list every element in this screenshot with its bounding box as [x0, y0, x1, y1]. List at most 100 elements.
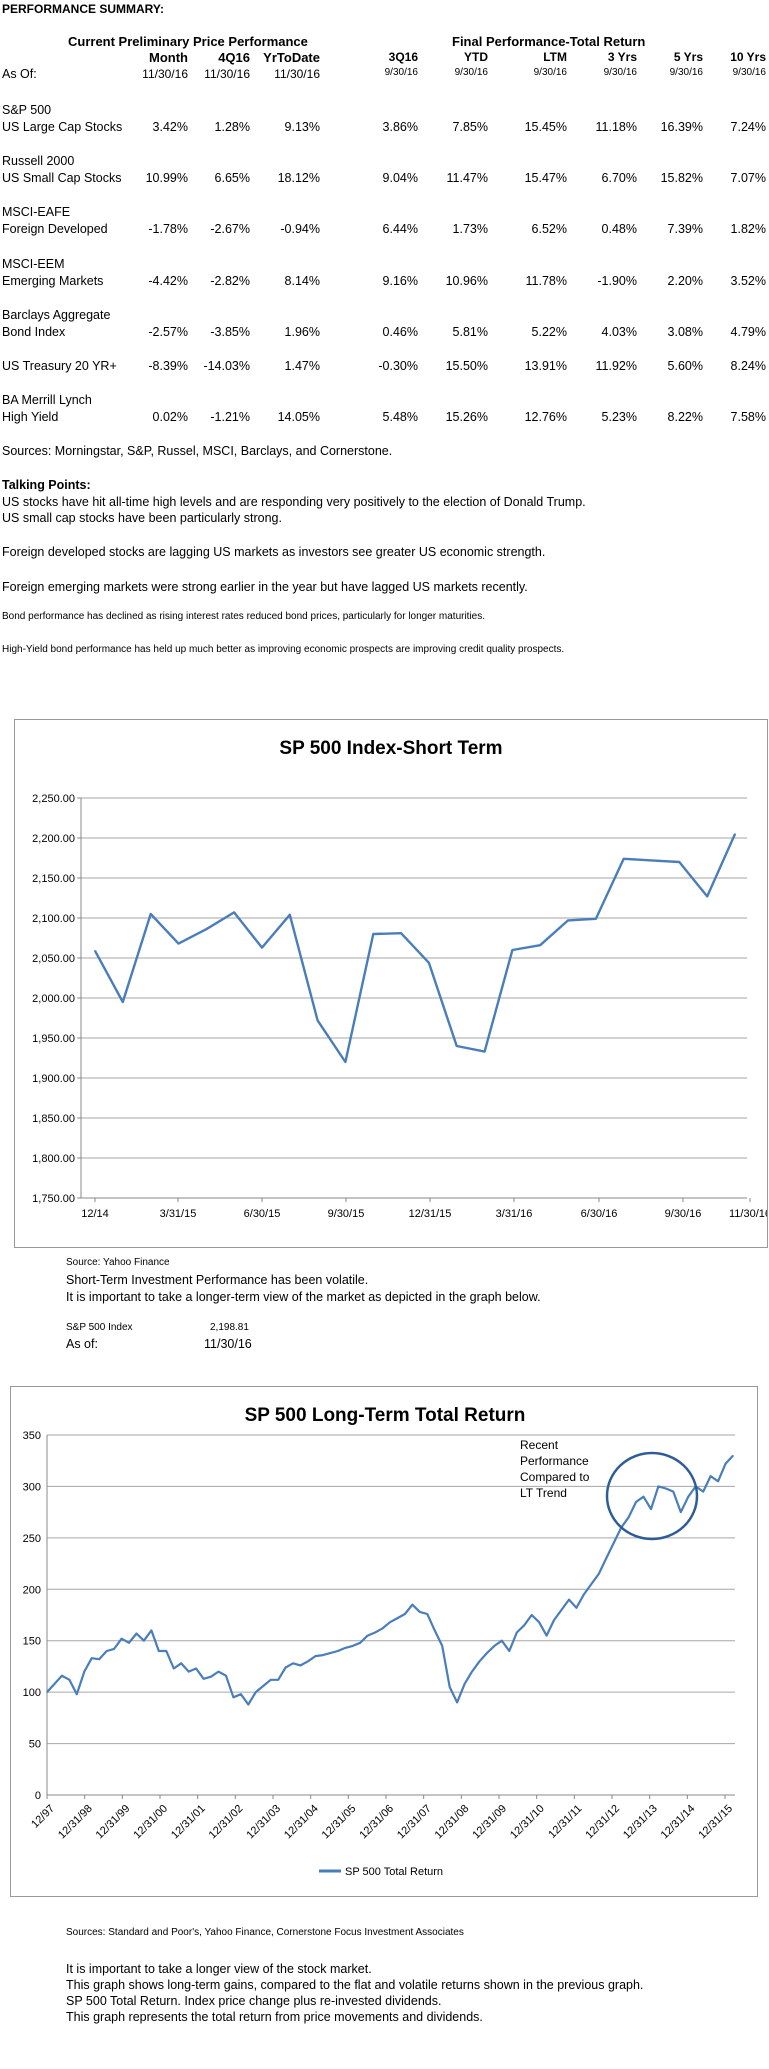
chart1-source: Source: Yahoo Finance: [66, 1257, 170, 1268]
x-tick-label: 12/31/08: [433, 1803, 472, 1842]
data-point: [463, 1683, 466, 1685]
data-point: [61, 1675, 63, 1677]
table-cell: 11.18%: [595, 120, 637, 134]
chart2-sources: Sources: Standard and Poor's, Yahoo Fina…: [66, 1927, 464, 1938]
table-cell: 5.60%: [667, 359, 703, 373]
table-cell: 2.20%: [667, 274, 703, 288]
annotation-text: LT Trend: [520, 1486, 567, 1500]
y-tick-label: 350: [23, 1430, 41, 1442]
row-asset-class: US Small Cap Stocks: [2, 171, 122, 185]
x-tick-label: 12/31/04: [282, 1803, 321, 1842]
data-point: [255, 1691, 257, 1693]
column-header: Month: [149, 50, 188, 65]
data-point: [471, 1670, 473, 1673]
row-asset-class: High Yield: [2, 410, 59, 424]
data-point: [642, 1496, 645, 1498]
table-cell: -1.21%: [210, 410, 250, 424]
x-tick-label: 12/31/13: [621, 1803, 660, 1842]
table-cell: 3.86%: [382, 120, 418, 134]
data-point: [455, 1045, 458, 1047]
table-cell: 15.47%: [524, 171, 567, 185]
table-cell: -4.42%: [148, 274, 188, 288]
row-index-name: Russell 2000: [2, 154, 75, 168]
data-point: [307, 1660, 309, 1662]
data-point: [605, 1557, 607, 1560]
x-tick-label: 12/31/99: [94, 1803, 133, 1842]
data-point: [262, 1685, 264, 1687]
data-point: [531, 1614, 533, 1616]
data-point: [478, 1660, 481, 1662]
column-date: 11/30/16: [274, 67, 320, 81]
chart1-note: Short-Term Investment Performance has be…: [66, 1273, 369, 1287]
as-of-label-2: As of:: [66, 1337, 98, 1351]
table-cell: 0.02%: [152, 410, 188, 424]
x-tick-label: 12/31/12: [583, 1803, 622, 1842]
data-point: [344, 1061, 347, 1063]
table-cell: 0.46%: [382, 325, 418, 339]
y-tick-label: 0: [35, 1790, 41, 1802]
data-point: [710, 1475, 712, 1477]
table-cell: 3.08%: [667, 325, 703, 339]
y-tick-label: 2,100.00: [32, 913, 75, 925]
table-cell: 6.65%: [214, 171, 250, 185]
data-point: [180, 1662, 182, 1664]
y-tick-label: 1,800.00: [32, 1153, 75, 1165]
data-point: [404, 1613, 406, 1615]
table-cell: 7.58%: [730, 410, 766, 424]
y-tick-label: 1,750.00: [32, 1193, 75, 1205]
y-tick-label: 2,000.00: [32, 993, 75, 1005]
table-cell: 4.79%: [730, 325, 766, 339]
table-cell: 1.82%: [730, 222, 766, 236]
table-cell: 11.92%: [595, 359, 637, 373]
x-tick-label: 12/31/05: [320, 1803, 359, 1842]
data-point: [400, 932, 402, 934]
data-point: [292, 1662, 294, 1664]
data-point: [523, 1624, 525, 1626]
data-point: [128, 1642, 130, 1644]
y-tick-label: 2,250.00: [32, 793, 75, 805]
x-tick-label: 12/31/98: [56, 1803, 95, 1842]
data-point: [622, 858, 625, 860]
data-point: [419, 1611, 421, 1613]
data-point: [120, 1638, 123, 1640]
y-tick-label: 2,150.00: [32, 873, 75, 885]
data-point: [381, 1627, 384, 1629]
data-point: [434, 1629, 436, 1632]
row-asset-class: Bond Index: [2, 325, 66, 339]
data-point: [344, 1647, 346, 1649]
short-term-chart-svg: SP 500 Index-Short Term 1,750.00 1,800.00 1…: [32, 738, 769, 1220]
group-header-price: Current Preliminary Price Performance: [68, 34, 308, 49]
talking-points-title: Talking Points:: [2, 478, 91, 492]
table-cell: 10.99%: [145, 171, 188, 185]
data-point: [261, 946, 263, 949]
y-tick-label: 1,850.00: [32, 1113, 75, 1125]
talking-point: US small cap stocks have been particular…: [2, 511, 282, 525]
table-cell: 5.81%: [452, 325, 488, 339]
row-index-name: MSCI-EEM: [2, 257, 65, 271]
x-tick-label: 6/30/16: [581, 1208, 618, 1220]
index-label: S&P 500 Index: [66, 1322, 133, 1333]
x-tick-label: 12/31/10: [508, 1803, 547, 1842]
chart-title: SP 500 Index-Short Term: [279, 738, 502, 759]
data-point: [106, 1650, 108, 1652]
data-point: [143, 1640, 145, 1642]
data-point: [217, 1670, 220, 1673]
column-date: 9/30/16: [732, 67, 766, 78]
data-point: [575, 1607, 578, 1609]
annotation-circle: [605, 1451, 699, 1541]
table-cell: 15.26%: [445, 410, 488, 424]
data-point: [628, 1516, 630, 1518]
data-point: [247, 1703, 249, 1706]
data-point: [240, 1693, 242, 1695]
as-of-label: As Of:: [2, 67, 37, 81]
series-line: [93, 833, 737, 1064]
data-point: [493, 1645, 495, 1647]
column-header: YrToDate: [263, 50, 320, 65]
data-point: [314, 1655, 317, 1657]
table-cell: 1.47%: [284, 359, 320, 373]
x-tick-label: 11/30/16: [729, 1208, 767, 1220]
data-point: [316, 1019, 319, 1022]
table-cell: 0.48%: [601, 222, 637, 236]
table-cell: 7.24%: [730, 120, 766, 134]
long-term-chart-svg: SP 500 Long-Term Total Return 0 50 100 150 20…: [23, 1405, 735, 1878]
